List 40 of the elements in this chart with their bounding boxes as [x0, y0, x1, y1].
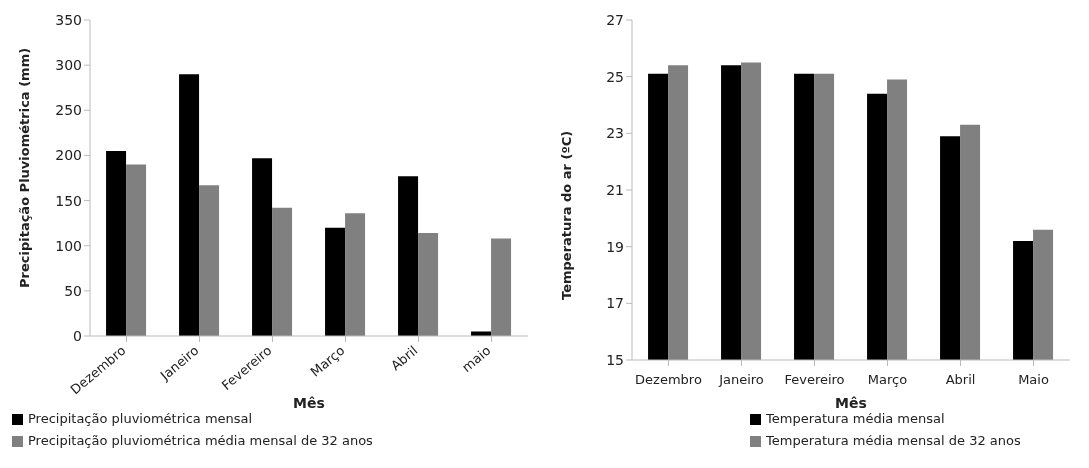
legend-label: Precipitação pluviométrica mensal	[28, 410, 253, 428]
y-tick-label: 100	[55, 237, 82, 254]
y-axis-title: Precipitação Pluviométrica (mm)	[16, 47, 32, 288]
bar	[398, 176, 419, 336]
y-tick-label: 50	[64, 282, 82, 299]
bar	[106, 150, 127, 336]
legend-label: Temperatura média mensal de 32 anos	[766, 432, 1021, 450]
y-tick-label: 21	[606, 181, 624, 198]
y-tick-label: 250	[55, 102, 82, 119]
bar	[418, 233, 439, 336]
bar	[179, 74, 200, 336]
y-tick-label: 300	[55, 57, 82, 74]
y-tick-label: 23	[606, 125, 624, 142]
x-tick-label: Dezembro	[635, 372, 702, 387]
y-tick-label: 17	[606, 295, 624, 312]
y-tick-label: 350	[55, 11, 82, 28]
legend-label: Precipitação pluviométrica média mensal de 32 anos	[28, 432, 373, 450]
y-axis-title: Temperatura do ar (ºC)	[558, 130, 574, 300]
x-tick-label: Março	[867, 372, 908, 387]
bar	[272, 207, 293, 336]
legend-label: Temperatura média mensal	[766, 410, 945, 428]
bar	[491, 238, 512, 336]
y-tick-label: 15	[606, 351, 624, 368]
y-tick-label: 19	[606, 238, 624, 255]
x-tick-label: Fevereiro	[784, 372, 845, 387]
x-tick-label: Janeiro	[718, 372, 764, 387]
x-tick-label: Maio	[1018, 372, 1049, 387]
y-tick-label: 150	[55, 192, 82, 209]
y-tick-label: 25	[606, 68, 624, 85]
x-axis-title: Mês	[835, 395, 867, 411]
y-tick-label: 27	[606, 11, 624, 28]
bar	[126, 164, 147, 336]
x-axis-title: Mês	[293, 395, 325, 411]
bar	[325, 227, 346, 336]
y-tick-label: 0	[73, 327, 82, 344]
bar	[199, 185, 220, 336]
y-tick-label: 200	[55, 147, 82, 164]
bar	[345, 213, 366, 336]
bar	[252, 158, 273, 336]
x-tick-label: Abril	[945, 372, 976, 387]
